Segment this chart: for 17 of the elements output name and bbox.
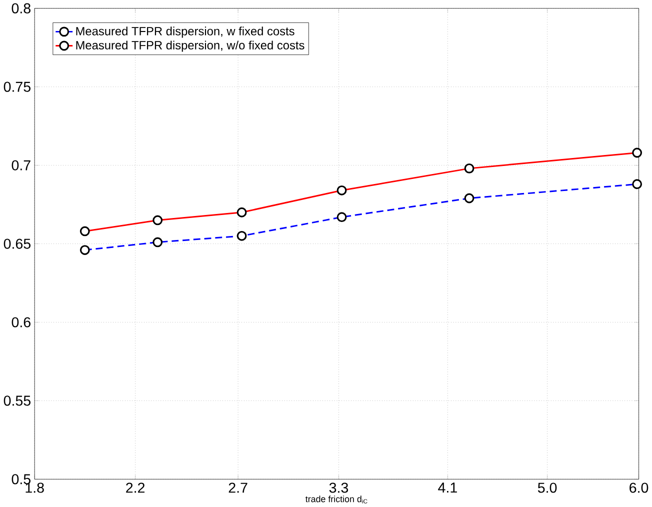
x-tick-label: 1.8 [26,482,44,493]
y-tick-label: 0.55 [4,396,30,406]
x-axis-title: trade friction d$_{iC}$ [306,496,368,504]
x-tick-label: 6.0 [630,482,648,493]
x-tick-label: 2.2 [126,482,145,493]
x-tick-label: 4.1 [438,482,457,493]
y-tick-label: 0.6 [12,317,30,328]
x-tick-label: 3.3 [329,482,348,493]
y-tick-label: 0.8 [12,3,30,14]
legend-label: Measured TFPR dispersion, w/o fixed costs [76,40,304,52]
y-tick-label: 0.75 [4,82,30,92]
x-tick-label: 2.7 [228,482,248,493]
y-tick-label: 0.5 [12,474,30,484]
legend-label: Measured TFPR dispersion, w fixed costs [76,26,294,38]
y-tick-label: 0.7 [12,160,30,170]
y-tick-label: 0.65 [4,238,30,249]
x-tick-label: 5.0 [538,482,557,493]
